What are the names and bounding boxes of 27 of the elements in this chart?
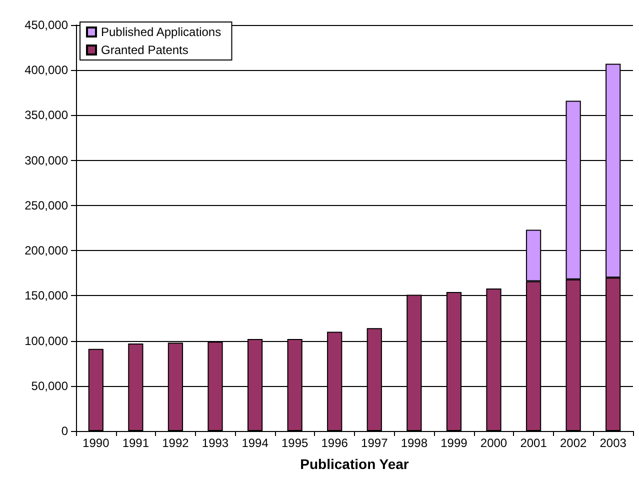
x-tick-label: 1999 <box>440 436 468 450</box>
y-tick-label: 50,000 <box>31 378 68 393</box>
y-tick-label: 400,000 <box>24 63 68 78</box>
x-tick-label: 2000 <box>480 436 508 450</box>
y-tick-label: 100,000 <box>24 334 68 348</box>
x-tick-label: 1993 <box>202 436 229 450</box>
x-tick-label: 1997 <box>361 436 388 450</box>
legend-label: Published Applications <box>101 25 222 39</box>
y-tick-label: 150,000 <box>24 288 68 303</box>
x-tick-label: 2003 <box>600 436 627 450</box>
x-tick-label: 1991 <box>122 436 150 450</box>
x-tick-label: 1994 <box>242 436 269 450</box>
x-tick-label: 2001 <box>520 436 548 450</box>
y-tick-label: 450,000 <box>24 18 68 32</box>
x-tick-label: 2002 <box>560 436 587 450</box>
x-tick-label: 1996 <box>321 436 348 450</box>
x-tick-label: 1998 <box>400 436 428 450</box>
y-tick-label: 0 <box>61 424 68 438</box>
y-tick-label: 200,000 <box>24 244 68 258</box>
x-tick-label: 1992 <box>162 436 190 450</box>
x-axis-title: Publication Year <box>300 456 410 472</box>
y-tick-label: 300,000 <box>24 153 68 168</box>
x-tick-label: 1990 <box>82 436 110 450</box>
y-tick-label: 350,000 <box>24 108 68 122</box>
x-tick-label: 1995 <box>281 436 308 450</box>
y-tick-label: 250,000 <box>24 198 68 212</box>
legend-label: Granted Patents <box>101 43 188 57</box>
